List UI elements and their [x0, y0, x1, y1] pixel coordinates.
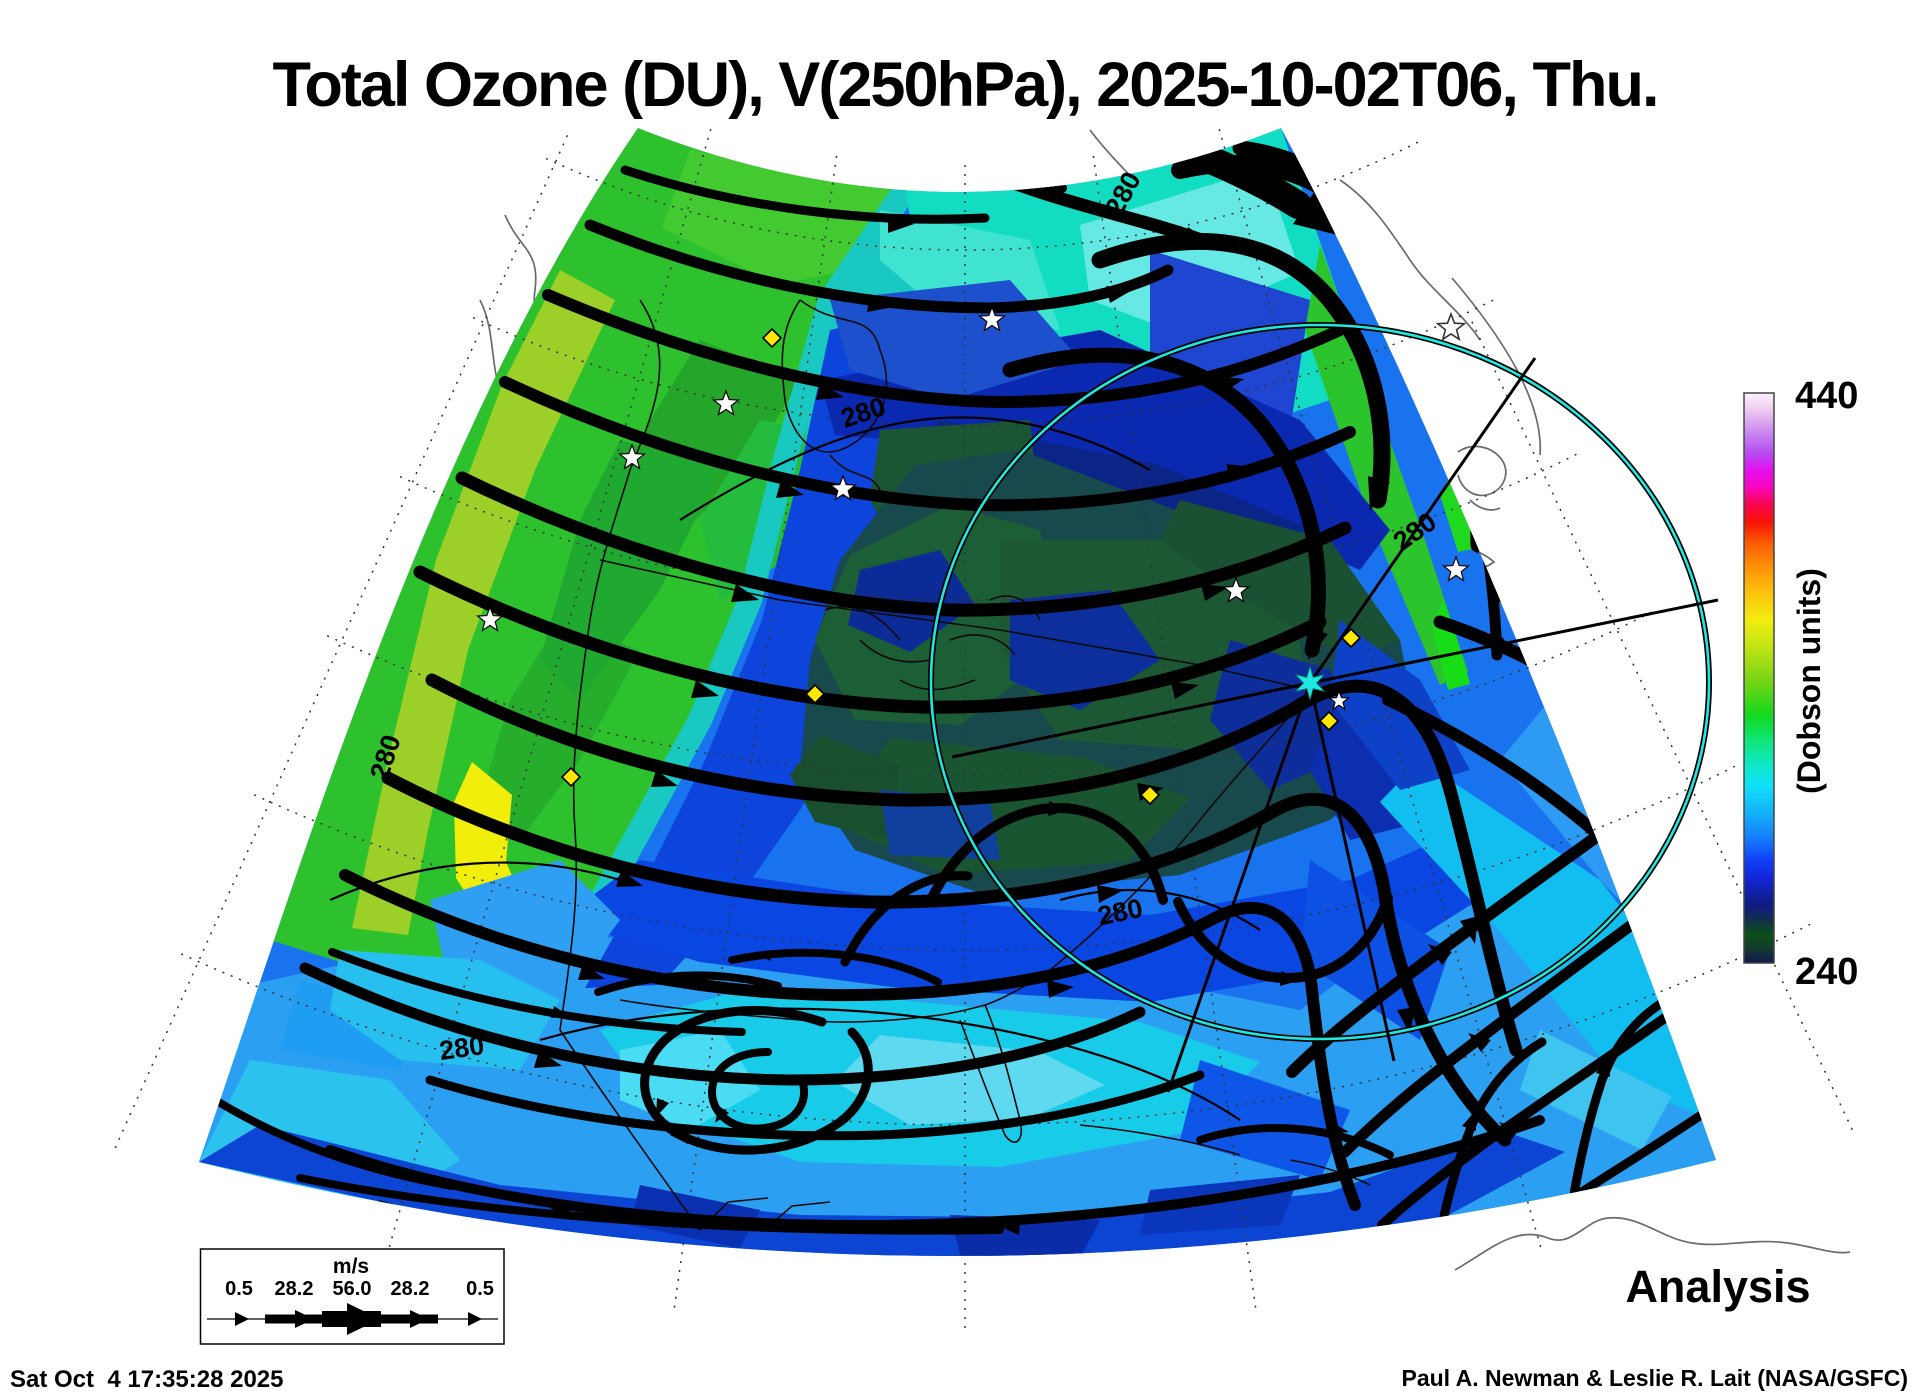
- svg-text:280: 280: [437, 1030, 486, 1066]
- svg-text:0.5: 0.5: [466, 1278, 494, 1300]
- svg-text:440: 440: [1795, 375, 1858, 417]
- svg-text:240: 240: [1795, 951, 1858, 993]
- svg-text:m/s: m/s: [333, 1255, 369, 1278]
- svg-text:(Dobson units): (Dobson units): [1791, 568, 1827, 794]
- svg-text:Analysis: Analysis: [1625, 1261, 1810, 1312]
- svg-text:56.0: 56.0: [333, 1278, 372, 1300]
- svg-text:28.2: 28.2: [275, 1278, 314, 1300]
- svg-text:Sat Oct 4 17:35:28 2025: Sat Oct 4 17:35:28 2025: [10, 1366, 284, 1393]
- svg-text:28.2: 28.2: [391, 1278, 430, 1300]
- svg-text:Paul A. Newman & Leslie R. Lai: Paul A. Newman & Leslie R. Lait (NASA/GS…: [1401, 1365, 1908, 1391]
- svg-text:0.5: 0.5: [225, 1278, 253, 1300]
- svg-text:Total Ozone (DU), V(250hPa), 2: Total Ozone (DU), V(250hPa), 2025-10-02T…: [273, 50, 1660, 120]
